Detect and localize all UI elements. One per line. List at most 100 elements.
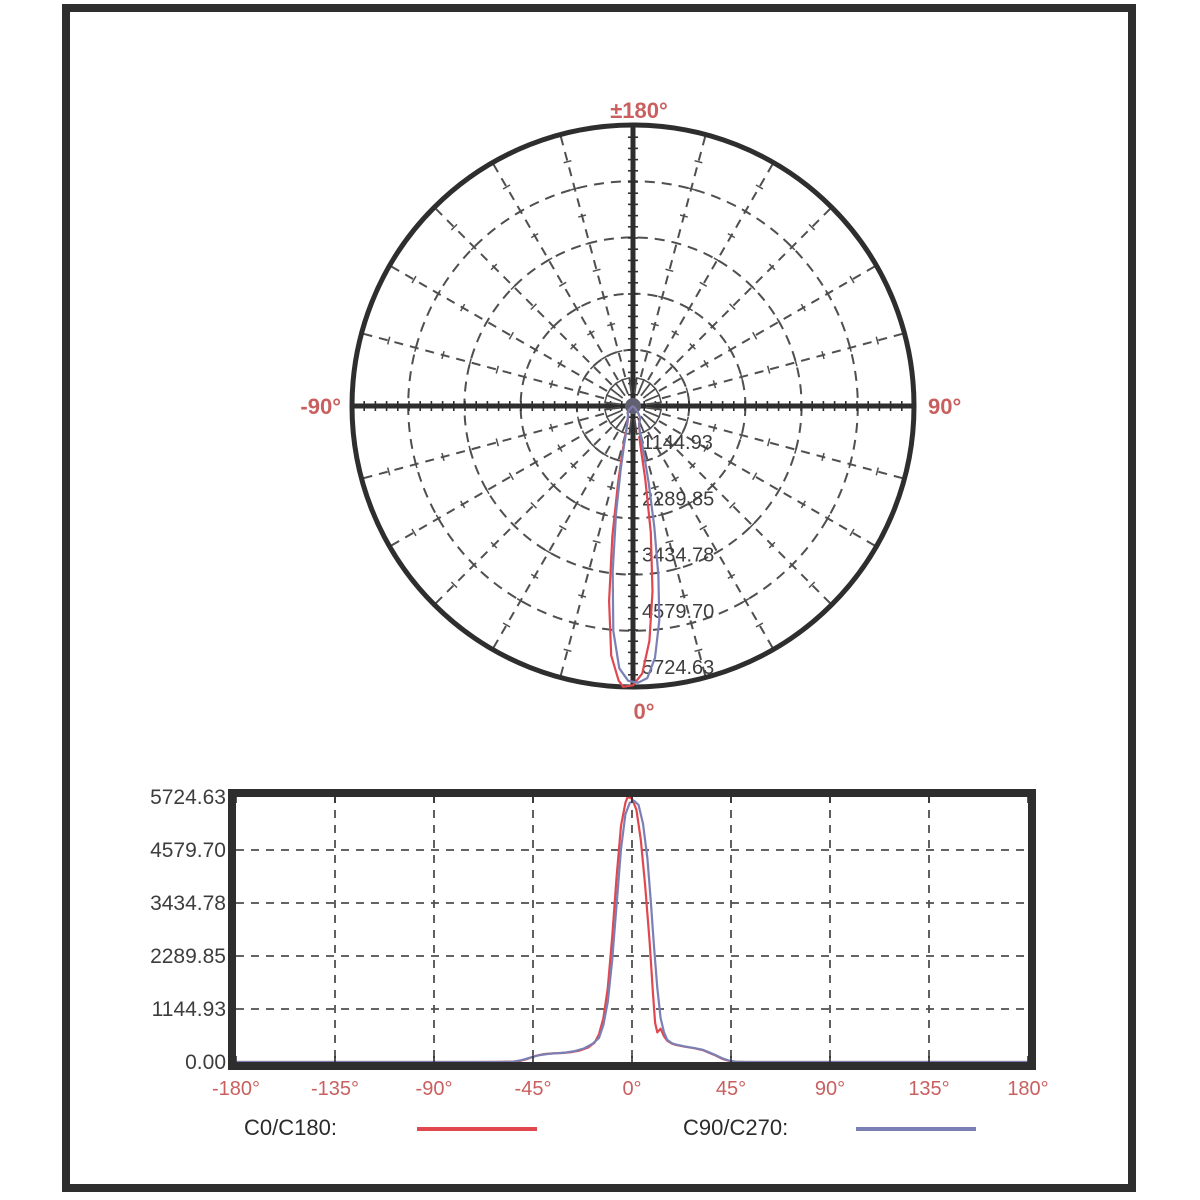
polar-spoke-tick [875, 467, 880, 476]
polar-spoke-tick [849, 275, 855, 284]
polar-center-burst [633, 377, 638, 394]
polar-angle-label-right: 90° [928, 394, 962, 419]
polar-spoke-tick [671, 330, 679, 336]
polar-spoke-tick [563, 159, 572, 164]
polar-spoke [559, 434, 627, 678]
polar-spoke [639, 434, 707, 678]
polar-center-burst [614, 415, 626, 430]
polar-spoke-tick [508, 472, 514, 481]
polar-spoke [491, 162, 619, 381]
polar-center-burst [604, 401, 621, 406]
polar-spoke-tick [563, 648, 572, 653]
polar-spoke [389, 264, 608, 392]
polar-spoke-tick [607, 485, 616, 490]
polar-spoke-tick [604, 394, 608, 403]
polar-radial-tick-label: 1144.93 [642, 432, 713, 454]
polar-center-burst [605, 410, 622, 418]
polar-spoke-tick [549, 423, 554, 432]
polar-spoke-tick [495, 438, 500, 447]
polar-spoke-tick [679, 214, 688, 218]
polar-spoke-tick [654, 388, 660, 396]
polar-spoke-tick [658, 394, 662, 403]
polar-spoke-tick [615, 379, 623, 385]
polar-spoke [433, 426, 613, 606]
polar-spoke-tick [727, 233, 736, 239]
polar-spoke-tick [755, 184, 764, 190]
polar-spoke-tick [411, 275, 417, 284]
polar-spoke [433, 206, 613, 386]
polar-spoke-tick [755, 622, 764, 628]
polar-spoke-tick [578, 214, 587, 218]
polar-center-burst [628, 377, 633, 394]
cartesian-y-tick-label: 5724.63 [150, 786, 226, 809]
polar-spoke-tick [752, 331, 758, 340]
polar-spoke [661, 412, 905, 480]
polar-spoke-tick [665, 539, 674, 544]
polar-spoke-tick [495, 365, 500, 374]
polar-spoke-tick [741, 598, 750, 604]
polar-spoke-tick [712, 423, 717, 432]
polar-spoke-tick [821, 452, 825, 461]
polar-spoke-tick [739, 372, 744, 381]
polar-spoke-tick [650, 485, 659, 490]
polar-spoke-tick [592, 268, 601, 273]
polar-spoke-tick [572, 500, 581, 506]
polar-spoke [491, 431, 619, 650]
legend-c90-label: C90/C270: [683, 1115, 789, 1140]
polar-spoke-tick [728, 303, 736, 311]
cartesian-x-tick-label: 45° [716, 1078, 746, 1100]
polar-spoke-tick [460, 303, 466, 312]
legend-c90-swatch [856, 1127, 976, 1131]
polar-spoke-tick [687, 187, 696, 191]
legend-c0-label: C0/C180: [244, 1115, 337, 1140]
polar-spoke-tick [766, 438, 771, 447]
polar-spoke-tick [649, 382, 657, 390]
polar-angle-label-left: -90° [300, 394, 341, 419]
polar-spoke-tick [557, 444, 563, 452]
cartesian-x-tick-label: -45° [515, 1078, 552, 1100]
polar-spoke-tick [606, 388, 612, 396]
polar-spoke-tick [530, 233, 539, 239]
polar-spoke-tick [849, 528, 855, 537]
polar-radial-tick-label: 4579.70 [642, 601, 714, 623]
polar-spoke-tick [441, 452, 445, 461]
polar-spoke-tick [508, 331, 514, 340]
polar-center-burst [604, 406, 621, 411]
polar-spoke-tick [502, 184, 511, 190]
polar-spoke-tick [679, 594, 688, 598]
polar-spoke-tick [728, 501, 736, 509]
polar-spoke [658, 420, 877, 548]
polar-spoke-tick [703, 444, 709, 452]
polar-spoke-tick [650, 322, 659, 327]
polar-spoke-tick [606, 416, 612, 424]
polar-spoke-tick [621, 377, 630, 381]
cartesian-x-tick-label: -180° [212, 1078, 260, 1100]
cartesian-y-tick-label: 2289.85 [150, 945, 226, 968]
polar-spoke-tick [609, 422, 617, 430]
polar-center-burst [628, 418, 633, 435]
polar-spoke-tick [699, 525, 708, 531]
polar-spoke-tick [671, 476, 679, 482]
cartesian-frame [228, 789, 1036, 1070]
polar-spoke-tick [578, 594, 587, 598]
polar-spoke-tick [654, 416, 660, 424]
polar-spoke-tick [607, 322, 616, 327]
polar-spoke-tick [549, 380, 554, 389]
cartesian-y-tick-label: 1144.93 [152, 998, 226, 1021]
cartesian-y-tick-label: 4579.70 [150, 839, 226, 862]
polar-spoke-tick [490, 541, 498, 549]
polar-spoke-tick [768, 541, 776, 549]
polar-spoke-tick [699, 281, 708, 287]
page-border [62, 4, 1136, 1192]
polar-spoke-tick [609, 382, 617, 390]
polar-spoke-tick [665, 268, 674, 273]
polar-center-burst [640, 415, 652, 430]
polar-spoke-tick [727, 573, 736, 579]
polar-spoke-tick [589, 442, 597, 450]
polar-spoke-tick [450, 581, 458, 589]
cartesian-x-tick-label: 180° [1007, 1078, 1048, 1100]
polar-spoke-tick [441, 351, 445, 360]
polar-spoke-tick [658, 409, 662, 418]
